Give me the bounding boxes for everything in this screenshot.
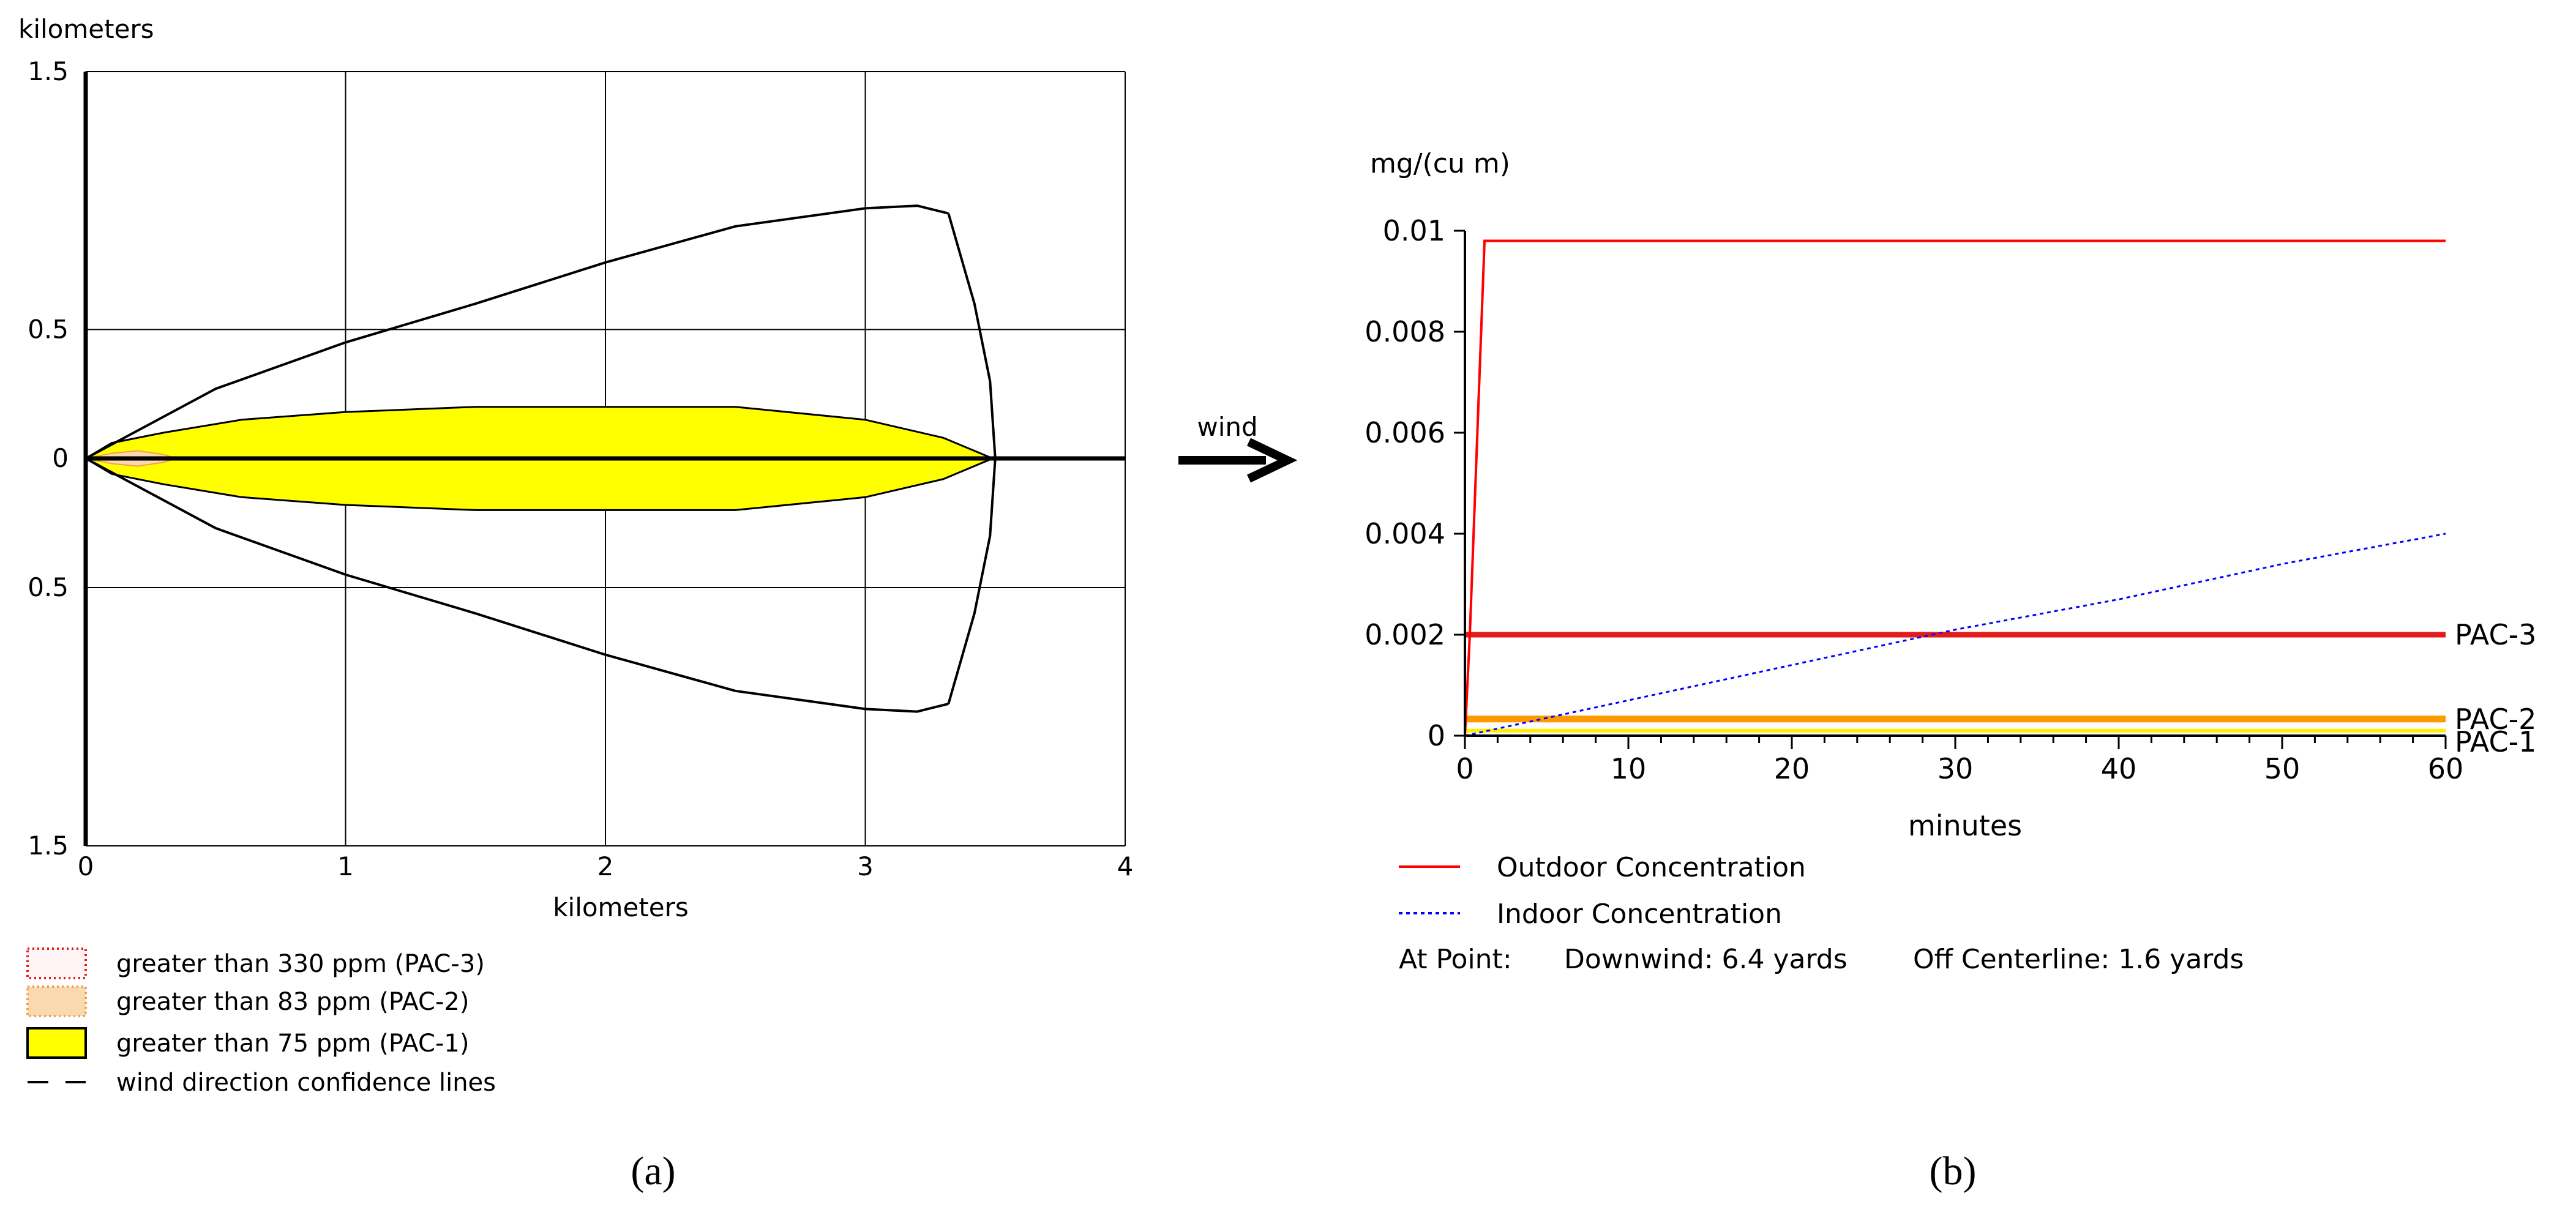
plot-b-x-tick-label: 10 [1611,752,1647,785]
legend-item-pac1: greater than 75 ppm (PAC-1) [26,1027,469,1059]
plot-b-y-tick-label: 0.008 [1365,315,1445,348]
plot-b-x-tick-label: 60 [2428,752,2464,785]
legend-swatch-pac2 [26,985,87,1017]
plot-b-tick-labels: 0 10 20 30 40 50 60 0 0.002 0.004 0.006 0.008 0.01 [1365,214,2463,785]
legend-label-pac2: greater than 83 ppm (PAC-2) [116,988,469,1016]
plot-a-confidence-line-upper [85,204,949,460]
threshold-label-pac1: PAC-1 [2455,725,2536,758]
plot-b-x-tick-label: 40 [2101,752,2137,785]
threshold-label-pac2: PAC-2 [2455,703,2536,736]
plot-a-x-axis-label: kilometers [553,892,689,922]
series-outdoor-concentration [1464,239,2446,736]
plot-a-axes [83,71,1126,846]
panel-label-a: (a) [631,1149,675,1194]
plot-a-legend: greater than 330 ppm (PAC-3) greater tha… [26,947,496,1097]
legend-label-pac1: greater than 75 ppm (PAC-1) [116,1029,469,1058]
plot-b-y-tick-label: 0.006 [1365,416,1445,449]
legend-item-confidence-lines: wind direction confidence lines [28,1069,496,1097]
wind-label: wind [1197,412,1257,442]
plot-b-y-axis-label: mg/(cu m) [1370,148,1510,179]
plot-a-y-tick-label: 0 [52,443,69,473]
plot-a-x-tick-label: 1 [337,851,354,881]
legend-label-pac3: greater than 330 ppm (PAC-3) [116,950,485,978]
plot-b-series [1464,239,2446,737]
plot-b-x-tick-label: 20 [1774,752,1810,785]
plot-a-y-tick-label: 1.5 [28,831,69,861]
legend-label-indoor: Indoor Concentration [1497,899,1782,930]
plot-b-y-tick-label: 0 [1428,719,1445,752]
point-info-prefix: At Point: [1399,944,1512,975]
point-info-downwind: Downwind: 6.4 yards [1564,944,1848,975]
plot-b-legend: Outdoor Concentration Indoor Concentrati… [1399,852,2244,975]
legend-item-pac2: greater than 83 ppm (PAC-2) [26,985,469,1017]
plot-a-x-tick-label: 3 [857,851,874,881]
legend-swatch-pac1 [26,1027,87,1059]
plot-b-y-tick-label: 0.01 [1383,214,1445,247]
plot-b-x-tick-label: 0 [1456,752,1473,785]
plot-b-x-tick-label: 30 [1938,752,1974,785]
plot-b-axes [1454,230,2447,749]
legend-item-pac3: greater than 330 ppm (PAC-3) [26,947,485,979]
wind-indicator: wind [1178,412,1298,483]
point-info-off-centerline: Off Centerline: 1.6 yards [1913,944,2244,975]
wind-arrow-head-icon [1246,438,1298,483]
plot-a-x-tick-label: 0 [78,851,94,881]
plot-a-y-tick-label: 0.5 [28,314,69,344]
plot-b-y-tick-label: 0.002 [1365,618,1445,651]
plot-a-y-tick-label: 1.5 [28,56,69,86]
panel-label-b: (b) [1930,1149,1977,1194]
legend-label-outdoor: Outdoor Concentration [1497,852,1806,883]
series-indoor-concentration [1464,532,2446,737]
threshold-label-pac3: PAC-3 [2455,618,2536,651]
plot-a-tick-labels: 0 1 2 3 4 1.5 0.5 0 0.5 1.5 [28,56,1133,881]
plot-a-y-axis-label: kilometers [18,14,154,44]
plot-a-x-tick-label: 4 [1117,851,1134,881]
legend-item-indoor: Indoor Concentration [1399,899,1782,930]
legend-swatch-pac3 [26,947,87,979]
plot-a-y-tick-label: 0.5 [28,572,69,602]
plume-footprint-chart: 0 1 2 3 4 1.5 0.5 0 0.5 1.5 kilometers kilometers… [18,14,1133,1194]
legend-label-confidence-lines: wind direction confidence lines [116,1069,496,1097]
legend-item-outdoor: Outdoor Concentration [1399,852,1806,883]
plot-b-x-axis-label: minutes [1908,809,2022,842]
plot-a-x-tick-label: 2 [597,851,614,881]
plot-b-x-tick-label: 50 [2264,752,2301,785]
plot-a-confidence-line-lower [85,457,949,713]
plot-b-y-tick-label: 0.004 [1365,517,1445,550]
